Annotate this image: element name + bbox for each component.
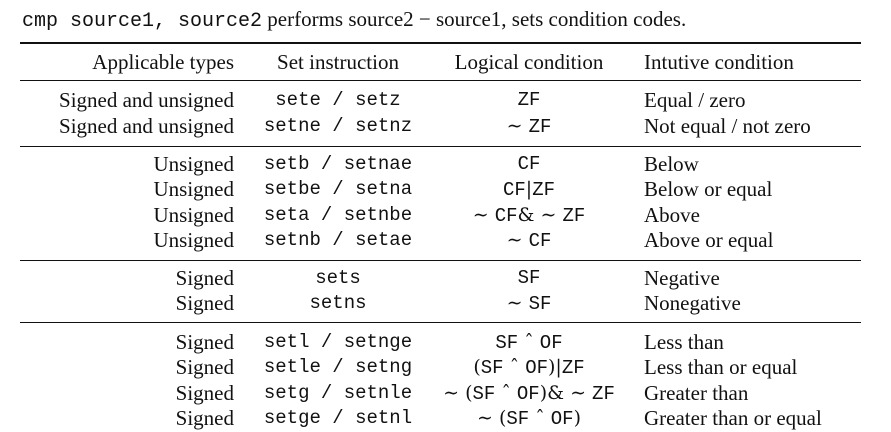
cell-logical-condition: SF ˆ OF (495, 331, 563, 354)
cell-applicable-type: Signed (175, 406, 234, 430)
cell-intuitive-condition: Nonegative (644, 291, 741, 315)
cell-intuitive-condition: Less than (644, 330, 724, 354)
cell-logical-condition: ∼ CF (506, 229, 552, 252)
group-rule (20, 322, 861, 323)
cell-intuitive-condition: Greater than (644, 381, 749, 405)
cell-logical-condition: (SF ˆ OF)|ZF (473, 356, 585, 379)
cell-applicable-type: Unsigned (153, 152, 235, 176)
cell-set-instruction: setge / setnl (263, 407, 413, 429)
cell-logical-condition: ∼ SF (506, 292, 552, 315)
cell-intuitive-condition: Not equal / not zero (644, 114, 811, 138)
cell-intuitive-condition: Less than or equal (644, 355, 798, 379)
cell-applicable-type: Signed (175, 355, 234, 379)
cell-applicable-type: Signed and unsigned (59, 88, 234, 112)
cell-set-instruction: setnb / setae (263, 229, 413, 251)
cell-logical-condition: ZF (517, 89, 541, 111)
cell-set-instruction: sets (315, 267, 361, 289)
cell-applicable-type: Unsigned (153, 203, 235, 227)
cell-intuitive-condition: Equal / zero (644, 88, 746, 112)
cell-intuitive-condition: Above (644, 203, 700, 227)
group-rule (20, 260, 861, 261)
cell-logical-condition: CF (517, 153, 541, 175)
cell-set-instruction: seta / setnbe (263, 204, 413, 226)
cell-set-instruction: setle / setng (263, 356, 413, 378)
header-rule (20, 80, 861, 81)
header-applicable-types: Applicable types (92, 50, 234, 74)
cell-set-instruction: setb / setnae (263, 153, 413, 175)
cell-set-instruction: setl / setnge (263, 331, 413, 353)
cell-logical-condition: CF|ZF (502, 178, 556, 201)
header-intuitive-condition: Intutive condition (644, 50, 794, 74)
group-rule (20, 146, 861, 147)
cell-logical-condition: ∼ CF& ∼ ZF (472, 204, 586, 227)
cell-applicable-type: Unsigned (153, 228, 235, 252)
cell-set-instruction: setbe / setna (263, 178, 413, 200)
cell-logical-condition: SF (517, 267, 541, 289)
cell-applicable-type: Signed (175, 291, 234, 315)
cell-intuitive-condition: Below or equal (644, 177, 773, 201)
top-rule (20, 42, 861, 44)
cell-logical-condition: ∼ (SF ˆ OF)& ∼ ZF (443, 382, 615, 405)
cell-applicable-type: Unsigned (153, 177, 235, 201)
cell-set-instruction: setne / setnz (263, 115, 413, 137)
caption-code: cmp source1, source2 (22, 10, 263, 33)
cell-applicable-type: Signed (175, 266, 234, 290)
cell-applicable-type: Signed (175, 330, 234, 354)
header-set-instruction: Set instruction (277, 50, 399, 74)
cell-logical-condition: ∼ (SF ˆ OF) (476, 407, 581, 430)
table-caption: cmp source1, source2 performs source2 − … (22, 2, 686, 36)
cell-intuitive-condition: Greater than or equal (644, 406, 822, 430)
cell-applicable-type: Signed and unsigned (59, 114, 234, 138)
cell-intuitive-condition: Negative (644, 266, 720, 290)
cell-set-instruction: sete / setz (275, 89, 401, 111)
cell-set-instruction: setg / setnle (263, 382, 413, 404)
cell-intuitive-condition: Above or equal (644, 228, 774, 252)
cell-logical-condition: ∼ ZF (506, 115, 552, 138)
header-logical-condition: Logical condition (454, 50, 604, 74)
cell-applicable-type: Signed (175, 381, 234, 405)
cell-set-instruction: setns (309, 292, 367, 314)
cell-intuitive-condition: Below (644, 152, 699, 176)
caption-text: performs source2 − source1, sets conditi… (267, 7, 687, 31)
